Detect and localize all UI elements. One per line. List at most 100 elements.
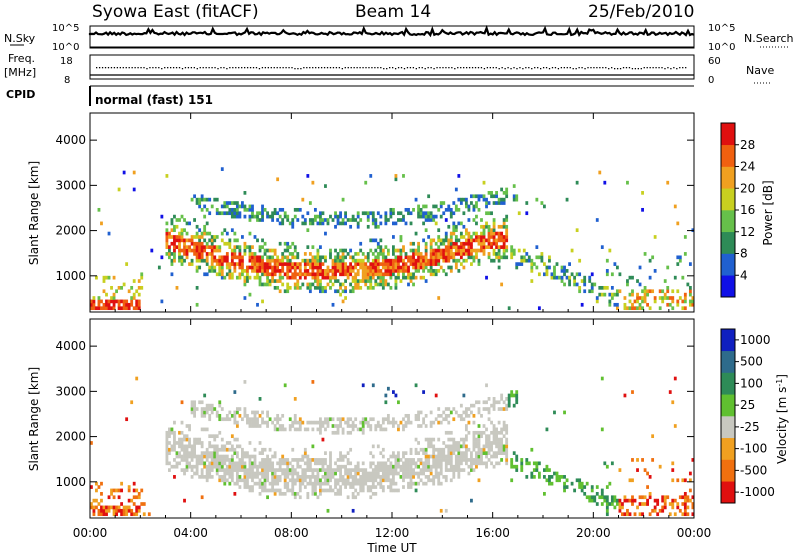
heatmap-cell (361, 424, 365, 428)
heatmap-cell (168, 451, 171, 455)
heatmap-cell (565, 269, 569, 273)
heatmap-cell (180, 258, 184, 263)
heatmap-cell (256, 211, 259, 216)
heatmap-cell (251, 207, 254, 212)
heatmap-cell (653, 505, 657, 510)
heatmap-cell (329, 461, 332, 466)
heatmap-cell (319, 218, 322, 222)
heatmap-cell (273, 468, 277, 472)
heatmap-cell (316, 481, 320, 486)
heatmap-cell (193, 471, 196, 476)
heatmap-cell (200, 258, 204, 263)
heatmap-cell (515, 454, 519, 459)
heatmap-cell (210, 444, 214, 449)
heatmap-cell (127, 505, 131, 510)
heatmap-cell (439, 238, 443, 243)
heatmap-cell (366, 265, 370, 270)
heatmap-cell (286, 488, 290, 493)
heatmap-cell (364, 478, 368, 483)
heatmap-cell (344, 481, 347, 486)
heatmap-cell (223, 471, 227, 476)
heatmap-cell (276, 177, 280, 182)
heatmap-cell (225, 471, 229, 476)
heatmap-cell (364, 471, 368, 476)
heatmap-cell (502, 221, 506, 226)
heatmap-cell (399, 420, 403, 425)
heatmap-cell (208, 231, 212, 236)
heatmap-cell (273, 285, 277, 290)
heatmap-cell (195, 471, 199, 476)
heatmap-cell (402, 475, 405, 479)
heatmap-cell (210, 262, 214, 266)
heatmap-cell (349, 447, 353, 452)
heatmap-cell (296, 285, 300, 290)
heatmap-cell (364, 475, 368, 479)
heatmap-cell (369, 269, 373, 273)
heatmap-cell (198, 241, 202, 246)
heatmap-cell (235, 478, 239, 483)
heatmap-cell (374, 282, 378, 287)
heatmap-cell (482, 407, 486, 411)
heatmap-cell (346, 272, 350, 277)
nave-dot (244, 67, 246, 69)
heatmap-cell (379, 275, 383, 280)
heatmap-cell (449, 451, 453, 455)
heatmap-cell (170, 464, 174, 469)
heatmap-cell (306, 481, 310, 486)
heatmap-cell (424, 255, 428, 260)
heatmap-cell (321, 275, 325, 280)
heatmap-cell (537, 471, 541, 476)
heatmap-cell (593, 495, 597, 500)
heatmap-cell (505, 187, 509, 192)
heatmap-cell (414, 481, 418, 486)
heatmap-cell (223, 447, 227, 452)
heatmap-cell (605, 285, 609, 290)
heatmap-cell (384, 258, 388, 263)
heatmap-cell (251, 424, 254, 428)
heatmap-cell (442, 211, 446, 216)
heatmap-cell (500, 447, 504, 452)
heatmap-cell (168, 461, 171, 466)
nave-dot (264, 67, 267, 69)
nave-dot (454, 68, 456, 70)
heatmap-cell (628, 306, 632, 311)
heatmap-cell (230, 461, 234, 466)
heatmap-cell (339, 424, 342, 428)
heatmap-cell (419, 410, 423, 415)
heatmap-cell (256, 258, 259, 263)
heatmap-cell (316, 272, 320, 277)
heatmap-cell (366, 485, 370, 489)
heatmap-cell (485, 427, 488, 432)
heatmap-cell (271, 248, 275, 253)
velocity-colorbar-label-main: Velocity [m s (775, 387, 789, 464)
nave-dot (350, 67, 352, 69)
nave-dot (318, 67, 320, 69)
heatmap-cell (691, 512, 695, 517)
heatmap-cell (613, 292, 617, 297)
heatmap-cell (590, 488, 594, 493)
heatmap-cell (351, 258, 355, 263)
heatmap-cell (487, 191, 491, 195)
heatmap-cell (525, 211, 529, 216)
heatmap-cell (183, 228, 186, 233)
heatmap-cell (603, 285, 607, 290)
heatmap-cell (477, 444, 481, 449)
heatmap-cell (389, 285, 393, 290)
heatmap-cell (102, 275, 106, 280)
heatmap-cell (288, 275, 292, 280)
heatmap-cell (366, 218, 370, 222)
heatmap-cell (241, 478, 244, 483)
heatmap-cell (331, 262, 335, 266)
heatmap-cell (512, 403, 516, 408)
heatmap-cell (235, 437, 239, 442)
heatmap-cell (605, 485, 609, 489)
heatmap-cell (414, 383, 418, 388)
heatmap-cell (658, 296, 662, 300)
heatmap-cell (459, 197, 463, 202)
heatmap-cell (238, 272, 242, 277)
heatmap-cell (668, 302, 672, 307)
heatmap-cell (195, 454, 199, 459)
heatmap-cell (490, 258, 493, 263)
heatmap-cell (666, 180, 670, 185)
heatmap-cell (447, 224, 451, 229)
